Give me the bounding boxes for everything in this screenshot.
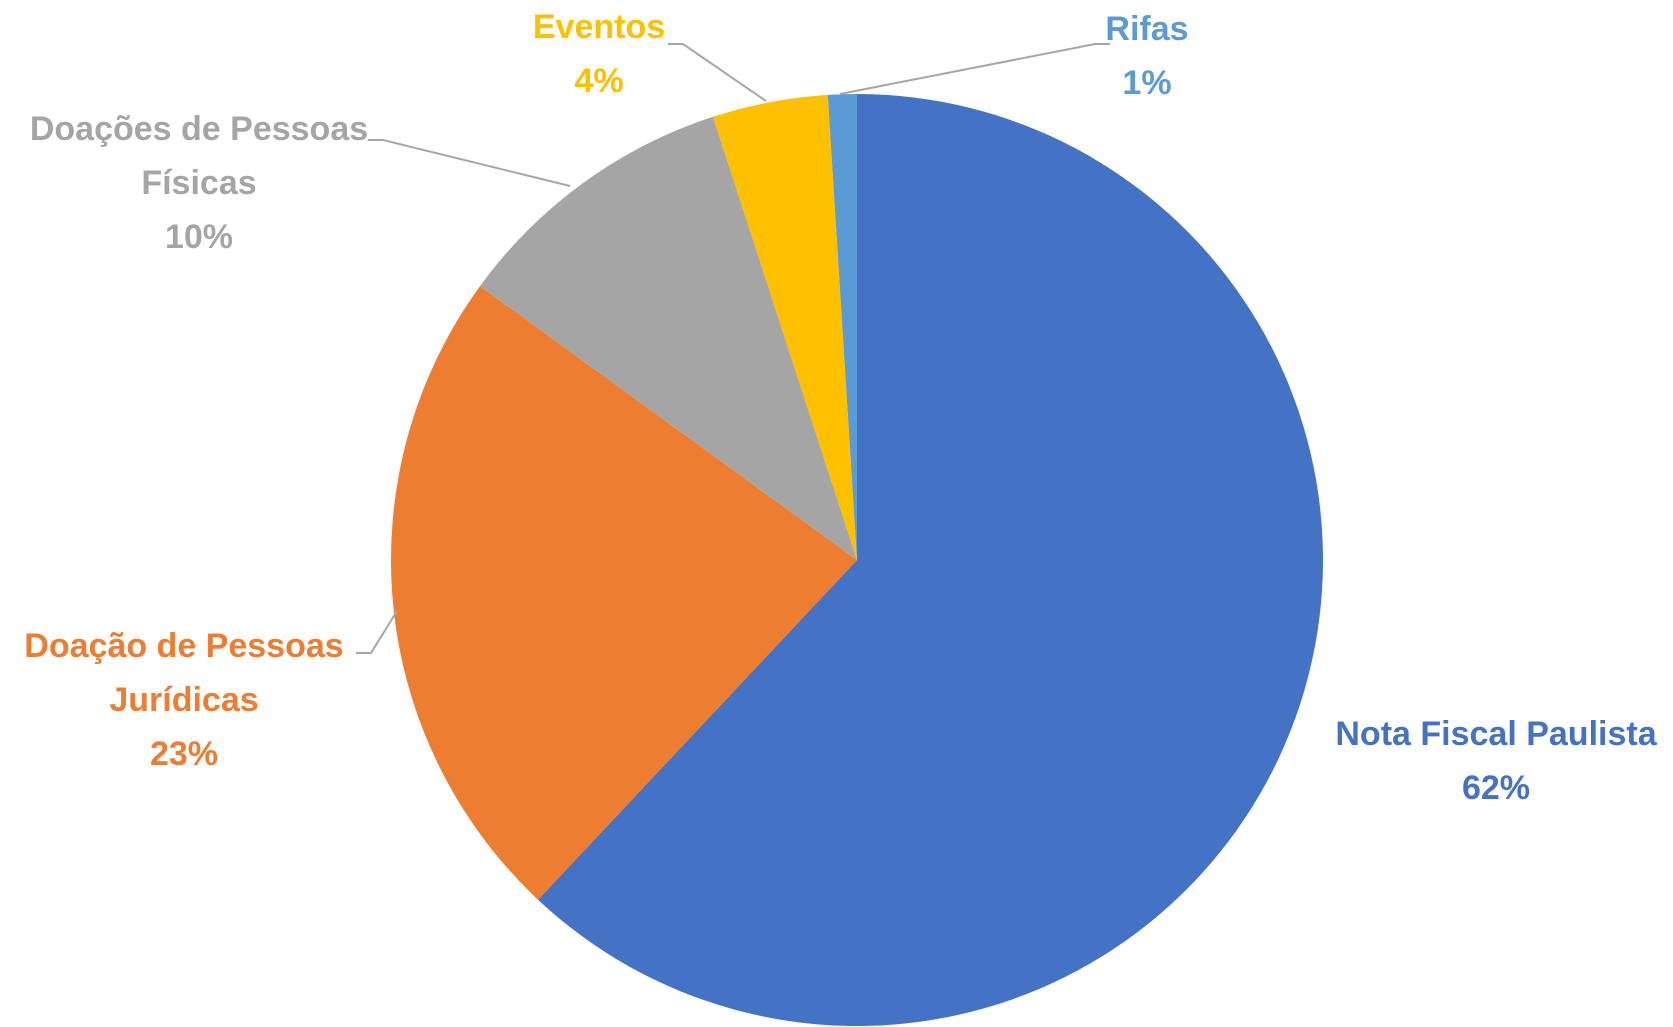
category-label-line: Nota Fiscal Paulista: [1335, 715, 1657, 753]
category-label-line: Rifas: [1105, 10, 1188, 48]
percent-label: 62%: [1462, 769, 1530, 807]
leader-line-eventos: [668, 43, 767, 102]
data-label-doacao-de-pessoas-juridicas: Doação de Pessoas Jurídicas 23%: [24, 627, 343, 773]
data-label-nota-fiscal-paulista: Nota Fiscal Paulista 62%: [1335, 715, 1657, 807]
data-label-rifas: Rifas 1%: [1105, 10, 1188, 102]
category-label-line: Doação de Pessoas: [24, 627, 343, 665]
data-label-eventos: Eventos 4%: [533, 8, 665, 100]
leader-lines: [356, 43, 1110, 654]
data-label-doacoes-de-pessoas-fisicas: Doações de Pessoas Físicas 10%: [30, 110, 368, 256]
category-label-line: Doações de Pessoas: [30, 110, 368, 148]
slice-doacao-de-pessoas-juridicas: [390, 286, 857, 900]
percent-label: 10%: [165, 218, 233, 256]
slice-nota-fiscal-paulista: [538, 94, 1323, 1026]
percent-label: 1%: [1122, 64, 1171, 102]
category-label-line: Eventos: [533, 8, 665, 46]
leader-line-rifas: [839, 43, 1110, 95]
percent-label: 4%: [574, 62, 623, 100]
data-labels: Nota Fiscal Paulista 62% Doação de Pessoas…: [24, 8, 1657, 807]
leader-line-doacoes-de-pessoas-fisicas: [368, 139, 571, 187]
percent-label: 23%: [150, 735, 218, 773]
category-label-line: Jurídicas: [109, 681, 258, 719]
category-label-line: Físicas: [141, 164, 256, 202]
slice-rifas: [827, 94, 857, 560]
slice-eventos: [713, 94, 857, 561]
pie-slices: [390, 94, 1323, 1026]
leader-line-doacao-de-pessoas-juridicas: [356, 610, 398, 654]
slice-doacoes-de-pessoas-fisicas: [480, 116, 857, 560]
